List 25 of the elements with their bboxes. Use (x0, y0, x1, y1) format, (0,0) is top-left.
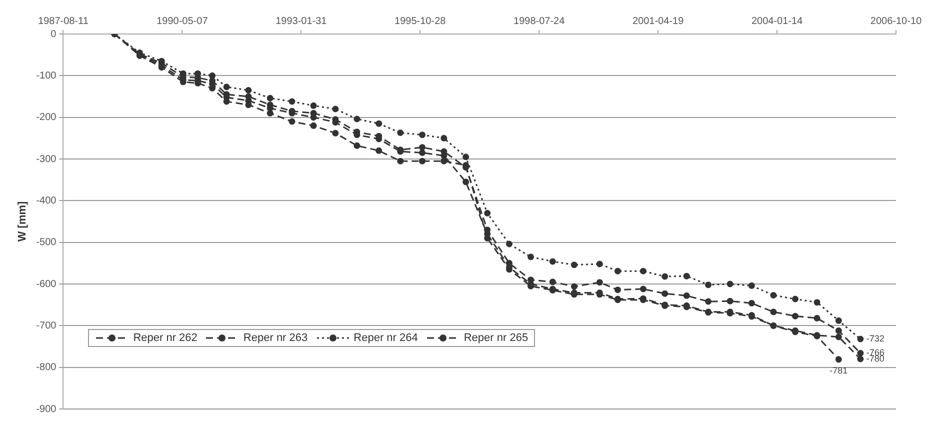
y-tick-label: -300 (36, 154, 57, 165)
y-tick-label: -600 (36, 278, 57, 290)
x-tick-label: 2001-04-19 (632, 16, 684, 27)
legend-label: Reper nr 263 (243, 332, 308, 344)
y-tick-label: -200 (36, 112, 57, 124)
x-tick-label: 1993-01-31 (276, 16, 328, 27)
x-tick-label: 2006-10-10 (870, 16, 922, 27)
x-tick-label: 1995-10-28 (394, 16, 446, 27)
y-tick-label: -500 (36, 237, 57, 248)
y-tick-label: -800 (36, 362, 57, 374)
x-tick-label: 2004-01-14 (751, 16, 804, 27)
legend-label: Reper nr 262 (133, 332, 198, 344)
legend-label: Reper nr 265 (464, 332, 528, 344)
x-tick-label: 1990-05-07 (156, 16, 208, 27)
y-tick-label: -700 (36, 320, 57, 332)
y-tick-label: -400 (36, 195, 57, 206)
x-tick-label: 1998-07-24 (514, 16, 566, 27)
data-label: -781 (830, 365, 848, 376)
y-tick-label: -900 (36, 404, 57, 415)
x-tick-label: 1987-08-11 (38, 16, 89, 27)
y-tick-label: -100 (36, 70, 57, 82)
legend-label: Reper nr 264 (354, 332, 418, 344)
data-label: -732 (866, 333, 884, 344)
y-axis-title: W [mm] (16, 201, 29, 242)
y-tick-label: 0 (50, 28, 57, 40)
